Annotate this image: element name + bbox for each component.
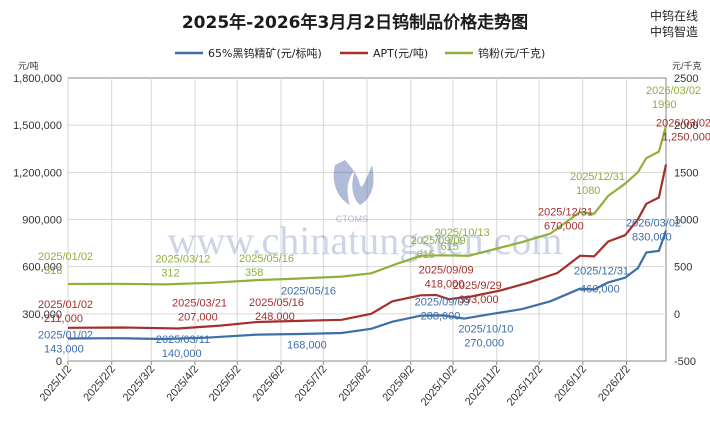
- annotation-value: 140,000: [162, 348, 202, 360]
- series-line-0: [67, 230, 668, 341]
- annotation-value: 1080: [576, 185, 600, 197]
- annotation-date: 2025/09/09: [415, 297, 470, 309]
- annotation-value: 830,000: [632, 232, 672, 244]
- brand-line-2: 中钨智造: [650, 24, 698, 39]
- annotation-date: 2025/09/09: [411, 235, 466, 247]
- annotation-value: 211,000: [44, 313, 83, 325]
- series-line-2: [67, 125, 668, 286]
- annotation-date: 2025/05/16: [239, 253, 294, 265]
- chart-legend: 65%黑钨精矿(元/标吨) APT(元/吨) 钨粉(元/千克): [175, 46, 545, 60]
- watermark-logo-text: CTOMS: [336, 214, 368, 224]
- y-right-tick-label: -500: [674, 356, 696, 368]
- annotation-value: 460,000: [580, 284, 620, 296]
- y-right-tick-label: 2000: [674, 120, 698, 132]
- annotation-date: 2026/03/02: [646, 85, 701, 97]
- annotation-date: 2025/12/31: [538, 207, 593, 219]
- annotation-date: 2026/03/02: [626, 218, 681, 230]
- annotation-value: 358: [245, 267, 263, 279]
- y-left-tick-label: 1,500,000: [13, 120, 62, 132]
- annotation-value: 1990: [652, 99, 676, 111]
- annotation-value: 312: [161, 267, 179, 279]
- y-right-tick-label: 1000: [674, 215, 698, 227]
- y-left-unit-label: 元/吨: [18, 60, 39, 71]
- legend-label-1: APT(元/吨): [373, 47, 428, 60]
- watermark-logo: CTOMS: [333, 160, 374, 224]
- annotation-value: 418,000: [425, 278, 465, 290]
- annotation-date: 2025/09/09: [419, 264, 474, 276]
- y-left-tick-label: 300,000: [22, 309, 62, 321]
- annotation-date: 2025/03/11: [156, 334, 210, 346]
- y-left-tick-label: 600,000: [22, 262, 62, 274]
- annotation-value: 670,000: [544, 221, 584, 233]
- annotation-date: 2025/01/02: [38, 330, 93, 342]
- brand-line-1: 中钨在线: [650, 8, 698, 23]
- legend-label-0: 65%黑钨精矿(元/标吨): [208, 46, 322, 60]
- annotation-value: 615: [441, 241, 459, 253]
- annotation-date: 2025/9/29: [453, 280, 502, 292]
- annotation-value: 168,000: [287, 340, 327, 352]
- annotation-value: 1,250,000: [662, 131, 710, 143]
- annotation-date: 2026/03/02: [656, 117, 710, 129]
- y-right-tick-label: 0: [674, 309, 680, 321]
- annotation-date: 2025/05/16: [249, 297, 304, 309]
- annotation-value: 615: [417, 249, 435, 261]
- annotation-value: 248,000: [255, 311, 295, 323]
- y-left-tick-label: 1,800,000: [13, 73, 62, 85]
- annotation-date: 2025/01/02: [38, 251, 93, 263]
- y-left-tick-label: 0: [56, 356, 62, 368]
- watermark-text: www.chinatungsten.com: [167, 218, 562, 263]
- y-left-tick-label: 1,200,000: [13, 167, 62, 179]
- annotation-date: 2025/01/02: [38, 299, 93, 311]
- annotation-value: 288,000: [421, 311, 461, 323]
- annotation-value: 393,000: [459, 294, 499, 306]
- y-right-unit-label: 元/千克: [672, 61, 702, 71]
- annotation-date: 2025/12/31: [574, 266, 629, 278]
- legend-label-2: 钨粉(元/千克): [478, 47, 545, 60]
- watermark-group: CTOMS www.chinatungsten.com: [167, 160, 563, 263]
- annotation-date: 2025/10/13: [435, 227, 490, 239]
- annotation-date: 2025/03/21: [172, 297, 227, 309]
- annotation-date: 2025/05/16: [281, 286, 336, 298]
- annotation-date: 2025/12/31: [570, 171, 625, 183]
- chart-title: 2025年-2026年3月月2日钨制品价格走势图: [182, 12, 528, 33]
- annotation-date: 2025/10/10: [458, 324, 513, 336]
- y-right-tick-label: 500: [674, 262, 692, 274]
- annotation-date: 2025/03/12: [155, 253, 210, 265]
- series-line-1: [67, 164, 668, 330]
- y-right-tick-label: 2500: [674, 73, 698, 85]
- y-left-tick-label: 900,000: [22, 215, 62, 227]
- data-annotations: 2025/01/02 143,000 2025/03/11 140,000 2025/0…: [38, 85, 710, 360]
- annotation-value: 143,000: [44, 344, 84, 356]
- annotation-value: 270,000: [464, 338, 504, 350]
- y-right-tick-label: 1500: [674, 167, 698, 179]
- annotation-value: 207,000: [178, 311, 218, 323]
- series-lines: [67, 125, 668, 341]
- annotation-value: 316: [44, 265, 62, 277]
